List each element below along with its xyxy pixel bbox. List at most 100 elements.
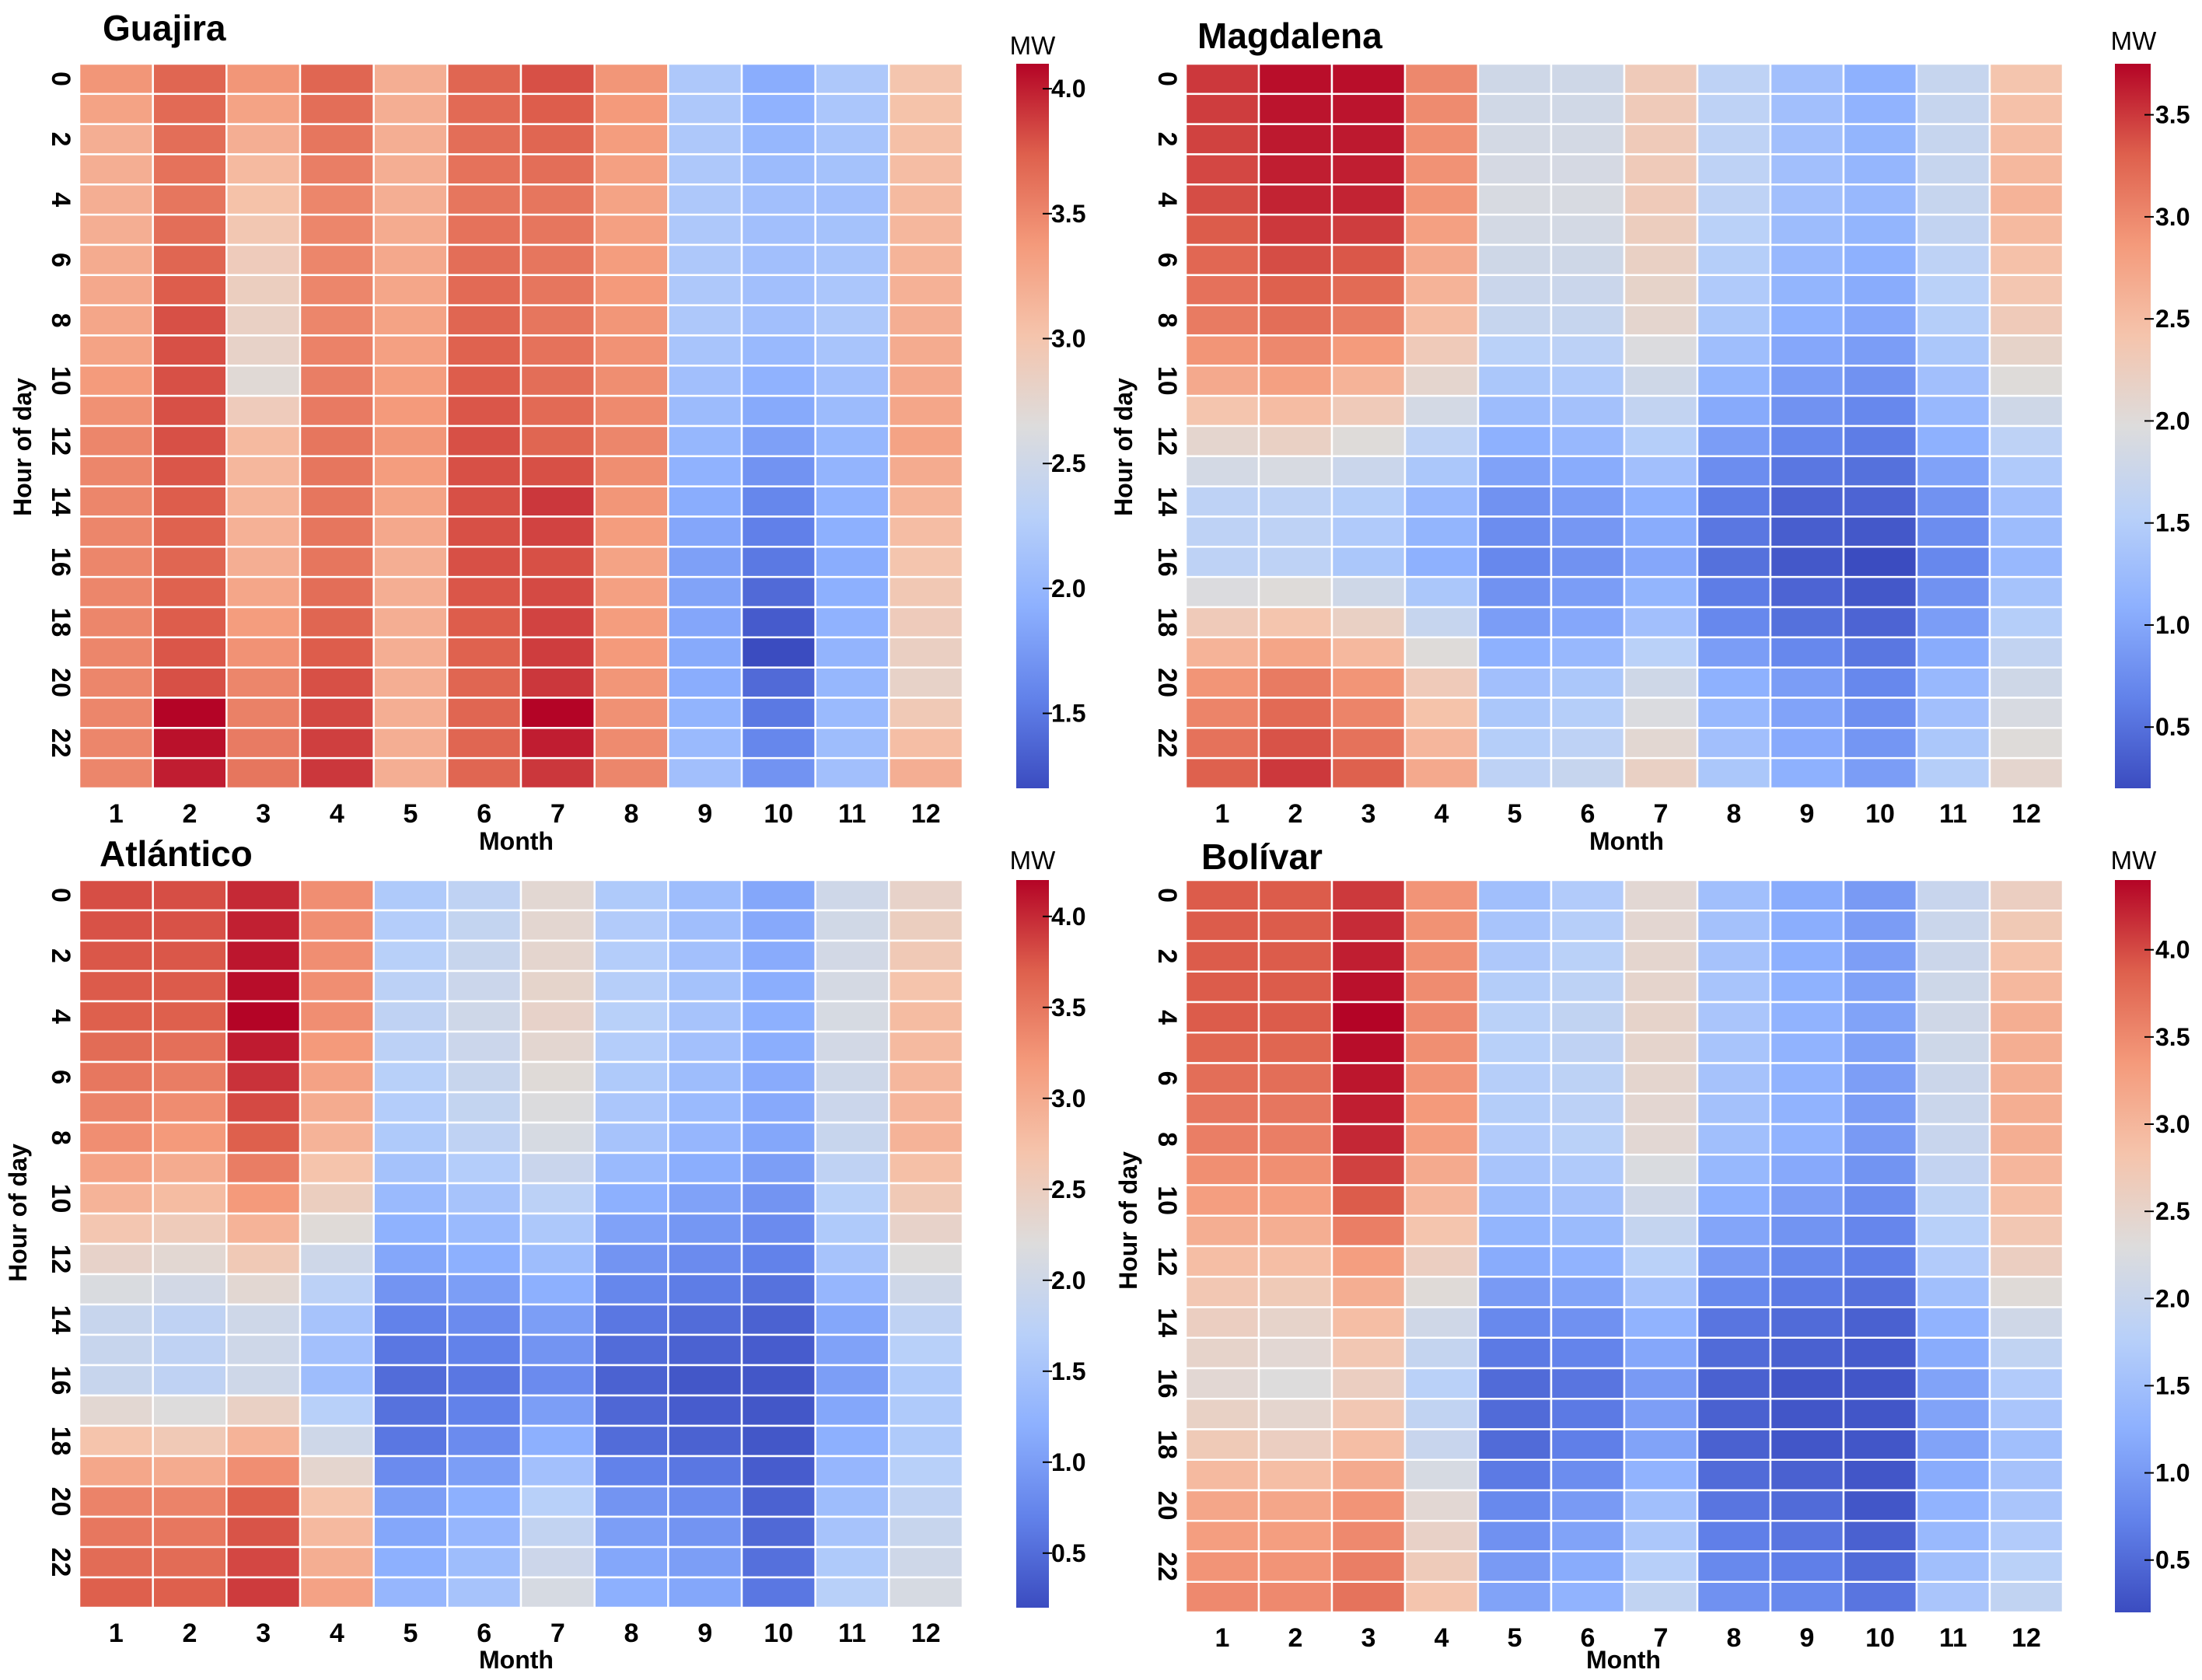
heat-cell bbox=[1623, 878, 1699, 912]
heat-cell bbox=[519, 1151, 596, 1185]
heat-cell bbox=[1403, 1398, 1480, 1430]
heat-cell bbox=[1257, 1154, 1333, 1186]
heat-cell bbox=[446, 575, 523, 609]
heat-cell bbox=[667, 1000, 743, 1033]
heat-cell bbox=[888, 365, 964, 397]
heat-cell bbox=[225, 62, 302, 96]
heat-cell bbox=[1330, 1154, 1407, 1186]
heat-cell bbox=[814, 1121, 890, 1154]
heat-cell bbox=[372, 1515, 449, 1549]
heat-cell bbox=[1184, 1214, 1260, 1248]
heat-cell bbox=[1550, 1276, 1626, 1308]
heat-cell bbox=[1696, 424, 1772, 458]
heat-cell bbox=[1769, 910, 1845, 942]
y-tick-label: 8 bbox=[1152, 313, 1182, 328]
heat-cell bbox=[1696, 455, 1772, 487]
heat-cell bbox=[1988, 1032, 2064, 1064]
heat-cell bbox=[1184, 243, 1260, 277]
heat-cell bbox=[372, 546, 449, 578]
heat-cell bbox=[814, 123, 890, 155]
heat-cell bbox=[1696, 365, 1772, 397]
y-tick-label: 18 bbox=[46, 1427, 75, 1456]
heat-cell bbox=[78, 697, 154, 729]
heat-cell bbox=[1842, 1428, 1918, 1461]
heat-cell bbox=[1769, 727, 1845, 760]
y-axis-label: Hour of day bbox=[9, 378, 37, 516]
heat-cell bbox=[1696, 485, 1772, 518]
heat-cell bbox=[519, 606, 596, 639]
heat-cell bbox=[593, 1121, 669, 1154]
heat-cell bbox=[1330, 1520, 1407, 1553]
heat-cell bbox=[1550, 970, 1626, 1004]
heat-cell bbox=[446, 1182, 523, 1215]
heat-cell bbox=[519, 1333, 596, 1367]
y-tick-label: 6 bbox=[46, 1070, 75, 1084]
heat-cell bbox=[1842, 1245, 1918, 1278]
heat-cell bbox=[519, 394, 596, 428]
heat-cell bbox=[1403, 1032, 1480, 1064]
heat-cell bbox=[1769, 1306, 1845, 1339]
heat-cell bbox=[1257, 1001, 1333, 1034]
heat-cell bbox=[225, 878, 302, 912]
heat-cell bbox=[299, 1303, 375, 1336]
heat-cell bbox=[1257, 666, 1333, 699]
x-tick-label: 10 bbox=[764, 1619, 793, 1648]
heat-cell bbox=[1769, 1520, 1845, 1553]
heat-cell bbox=[1769, 455, 1845, 487]
y-tick-label: 14 bbox=[1152, 487, 1182, 516]
heat-cell bbox=[1842, 183, 1918, 216]
heat-cell bbox=[1550, 1580, 1626, 1614]
y-axis-label: Hour of day bbox=[1110, 378, 1138, 516]
heat-cell bbox=[372, 485, 449, 518]
heat-cell bbox=[1769, 1398, 1845, 1430]
heat-cell bbox=[1988, 1154, 2064, 1186]
heat-cell bbox=[446, 1546, 523, 1579]
heat-cell bbox=[1623, 304, 1699, 337]
heat-cell bbox=[1184, 62, 1260, 96]
heat-cell bbox=[1330, 1489, 1407, 1522]
heat-cell bbox=[299, 1394, 375, 1427]
heat-cell bbox=[1550, 1062, 1626, 1095]
heat-cell bbox=[1842, 334, 1918, 367]
heat-cell bbox=[1988, 970, 2064, 1004]
colorbar-ticks: 1.5 2.0 2.5 3.0 3.5 4.0 bbox=[1043, 75, 1085, 728]
heat-cell bbox=[1842, 304, 1918, 337]
y-tick-label: 22 bbox=[1152, 728, 1182, 758]
heat-cell bbox=[299, 424, 375, 458]
heat-cell bbox=[814, 365, 890, 397]
heat-cell bbox=[1257, 970, 1333, 1004]
heat-cell bbox=[1477, 727, 1553, 760]
heat-cell bbox=[888, 606, 964, 639]
heat-cell bbox=[667, 969, 743, 1003]
heat-cell bbox=[1915, 1367, 1991, 1400]
heat-cell bbox=[519, 727, 596, 760]
heat-cell bbox=[1915, 1276, 1991, 1308]
heat-cell bbox=[152, 636, 228, 669]
heat-cell bbox=[1330, 575, 1407, 609]
heat-cell bbox=[1550, 123, 1626, 155]
heat-cell bbox=[1550, 334, 1626, 367]
x-tick-label: 3 bbox=[1361, 799, 1376, 829]
heat-cell bbox=[1988, 878, 2064, 912]
heat-cell bbox=[1915, 1123, 1991, 1156]
heat-cell bbox=[299, 1060, 375, 1094]
heat-cell bbox=[225, 213, 302, 246]
heat-cell bbox=[1184, 636, 1260, 669]
heat-cell bbox=[740, 1121, 816, 1154]
x-tick-label: 2 bbox=[1288, 1623, 1303, 1653]
colorbar-tick-label: 0.5 bbox=[2155, 713, 2190, 741]
heat-cell bbox=[1330, 455, 1407, 487]
heat-cell bbox=[740, 909, 816, 942]
heat-cell bbox=[1477, 123, 1553, 155]
heat-cell bbox=[225, 123, 302, 155]
colorbar-ticks: 0.5 1.0 1.5 2.0 2.5 3.0 3.5 4.0 bbox=[1043, 903, 1085, 1567]
heat-cell bbox=[372, 213, 449, 246]
heat-cell bbox=[152, 969, 228, 1003]
heat-cell bbox=[593, 365, 669, 397]
heat-cell bbox=[78, 1030, 154, 1064]
heat-cell bbox=[667, 575, 743, 609]
heat-cell bbox=[1550, 1367, 1626, 1400]
y-tick-label: 14 bbox=[46, 1305, 75, 1335]
heat-cell bbox=[299, 1515, 375, 1549]
heat-cell bbox=[152, 1333, 228, 1367]
